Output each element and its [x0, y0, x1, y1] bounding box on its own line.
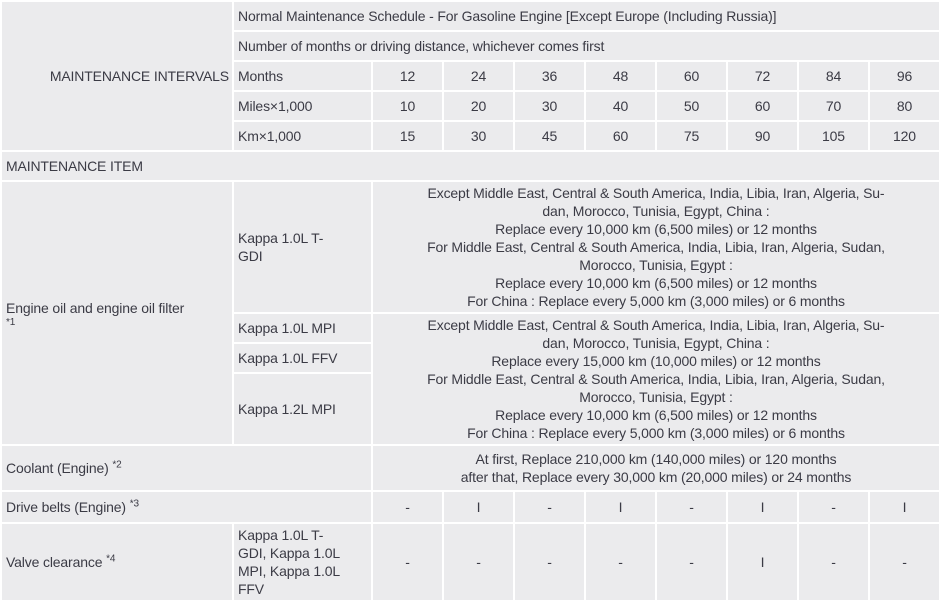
drive-belts-mark-cell: I [870, 492, 939, 522]
km-value-cell: 30 [444, 122, 513, 150]
item-valve-clearance-footnote: *4 [106, 553, 116, 565]
item-coolant-label: Coolant (Engine) [6, 460, 109, 476]
item-engine-oil-label: Engine oil and engine oil filter [6, 299, 185, 316]
valve-clearance-mark-cell: - [586, 524, 655, 600]
item-drive-belts: Drive belts (Engine) *3 [2, 492, 371, 522]
engine-kappa-10l-ffv: Kappa 1.0L FFV [234, 344, 371, 372]
miles-row-label: Miles×1,000 [234, 92, 371, 120]
km-value-cell: 15 [373, 122, 442, 150]
drive-belts-mark-cell: I [728, 492, 797, 522]
valve-clearance-mark-cell: - [799, 524, 868, 600]
miles-value-cell: 40 [586, 92, 655, 120]
valve-clearance-mark-cell: - [657, 524, 726, 600]
schedule-coolant: At first, Replace 210,000 km (140,000 mi… [373, 446, 939, 490]
item-drive-belts-footnote: *3 [129, 498, 139, 510]
months-row-label: Months [234, 62, 371, 90]
valve-clearance-mark-cell: - [515, 524, 584, 600]
item-valve-clearance-label: Valve clearance [6, 554, 103, 570]
drive-belts-mark-cell: - [657, 492, 726, 522]
months-value-cell: 36 [515, 62, 584, 90]
item-coolant-footnote: *2 [112, 459, 122, 471]
item-valve-clearance: Valve clearance *4 [2, 524, 232, 600]
km-value-cell: 60 [586, 122, 655, 150]
schedule-engine-oil-tgdi: Except Middle East, Central & South Amer… [373, 182, 939, 312]
km-row-label: Km×1,000 [234, 122, 371, 150]
drive-belts-mark-cell: - [373, 492, 442, 522]
drive-belts-mark-cell: I [444, 492, 513, 522]
item-drive-belts-label: Drive belts (Engine) [6, 499, 126, 515]
drive-belts-mark-cell: I [586, 492, 655, 522]
engine-kappa-10l-tgdi: Kappa 1.0L T- GDI [234, 182, 371, 312]
miles-value-cell: 50 [657, 92, 726, 120]
valve-clearance-engines: Kappa 1.0L T- GDI, Kappa 1.0L MPI, Kappa… [234, 524, 371, 600]
miles-value-cell: 80 [870, 92, 939, 120]
valve-clearance-mark-cell: - [444, 524, 513, 600]
miles-value-cell: 30 [515, 92, 584, 120]
engine-kappa-10l-mpi: Kappa 1.0L MPI [234, 314, 371, 342]
maintenance-item-section-label: MAINTENANCE ITEM [2, 152, 939, 180]
valve-clearance-mark-cell: - [373, 524, 442, 600]
maintenance-intervals-label: MAINTENANCE INTERVALS [2, 2, 232, 150]
months-value-cell: 24 [444, 62, 513, 90]
schedule-subtitle: Number of months or driving distance, wh… [234, 32, 939, 60]
valve-clearance-mark-cell: - [870, 524, 939, 600]
item-engine-oil: Engine oil and engine oil filter *1 [2, 182, 232, 444]
months-value-cell: 96 [870, 62, 939, 90]
months-value-cell: 72 [728, 62, 797, 90]
schedule-engine-oil-mpi-ffv-12mpi: Except Middle East, Central & South Amer… [373, 314, 939, 444]
km-value-cell: 105 [799, 122, 868, 150]
km-value-cell: 120 [870, 122, 939, 150]
drive-belts-mark-cell: - [799, 492, 868, 522]
engine-kappa-12l-mpi: Kappa 1.2L MPI [234, 374, 371, 444]
miles-value-cell: 60 [728, 92, 797, 120]
schedule-title: Normal Maintenance Schedule - For Gasoli… [234, 2, 939, 30]
valve-clearance-mark-cell: I [728, 524, 797, 600]
miles-value-cell: 20 [444, 92, 513, 120]
months-value-cell: 12 [373, 62, 442, 90]
km-value-cell: 75 [657, 122, 726, 150]
months-value-cell: 84 [799, 62, 868, 90]
item-engine-oil-footnote: *1 [6, 316, 16, 328]
miles-value-cell: 70 [799, 92, 868, 120]
miles-value-cell: 10 [373, 92, 442, 120]
months-value-cell: 48 [586, 62, 655, 90]
drive-belts-mark-cell: - [515, 492, 584, 522]
item-coolant: Coolant (Engine) *2 [2, 446, 371, 490]
km-value-cell: 90 [728, 122, 797, 150]
km-value-cell: 45 [515, 122, 584, 150]
months-value-cell: 60 [657, 62, 726, 90]
